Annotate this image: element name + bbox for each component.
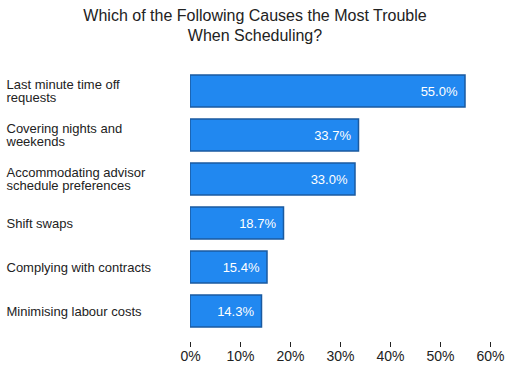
svg-text:33.0%: 33.0% <box>311 172 348 187</box>
svg-text:15.4%: 15.4% <box>223 260 260 275</box>
svg-text:20%: 20% <box>276 348 304 364</box>
svg-text:Accommodating advisorschedule: Accommodating advisorschedule preference… <box>7 165 146 193</box>
svg-text:Last minute time offrequests: Last minute time offrequests <box>7 77 121 105</box>
svg-text:14.3%: 14.3% <box>217 304 254 319</box>
svg-text:50%: 50% <box>426 348 454 364</box>
svg-text:10%: 10% <box>226 348 254 364</box>
svg-text:Minimising labour costs: Minimising labour costs <box>7 304 143 319</box>
html-text:Which of the Following Causes: Which of the Following Causes the Most T… <box>83 7 427 44</box>
svg-text:55.0%: 55.0% <box>421 84 458 99</box>
svg-text:33.7%: 33.7% <box>314 128 351 143</box>
svg-text:Complying with contracts: Complying with contracts <box>7 260 152 275</box>
svg-text:Covering nights andweekends: Covering nights andweekends <box>6 121 123 149</box>
svg-text:40%: 40% <box>376 348 404 364</box>
svg-text:0%: 0% <box>180 348 200 364</box>
svg-text:Shift swaps: Shift swaps <box>7 216 74 231</box>
svg-text:60%: 60% <box>476 348 504 364</box>
svg-text:30%: 30% <box>326 348 354 364</box>
svg-text:18.7%: 18.7% <box>239 216 276 231</box>
